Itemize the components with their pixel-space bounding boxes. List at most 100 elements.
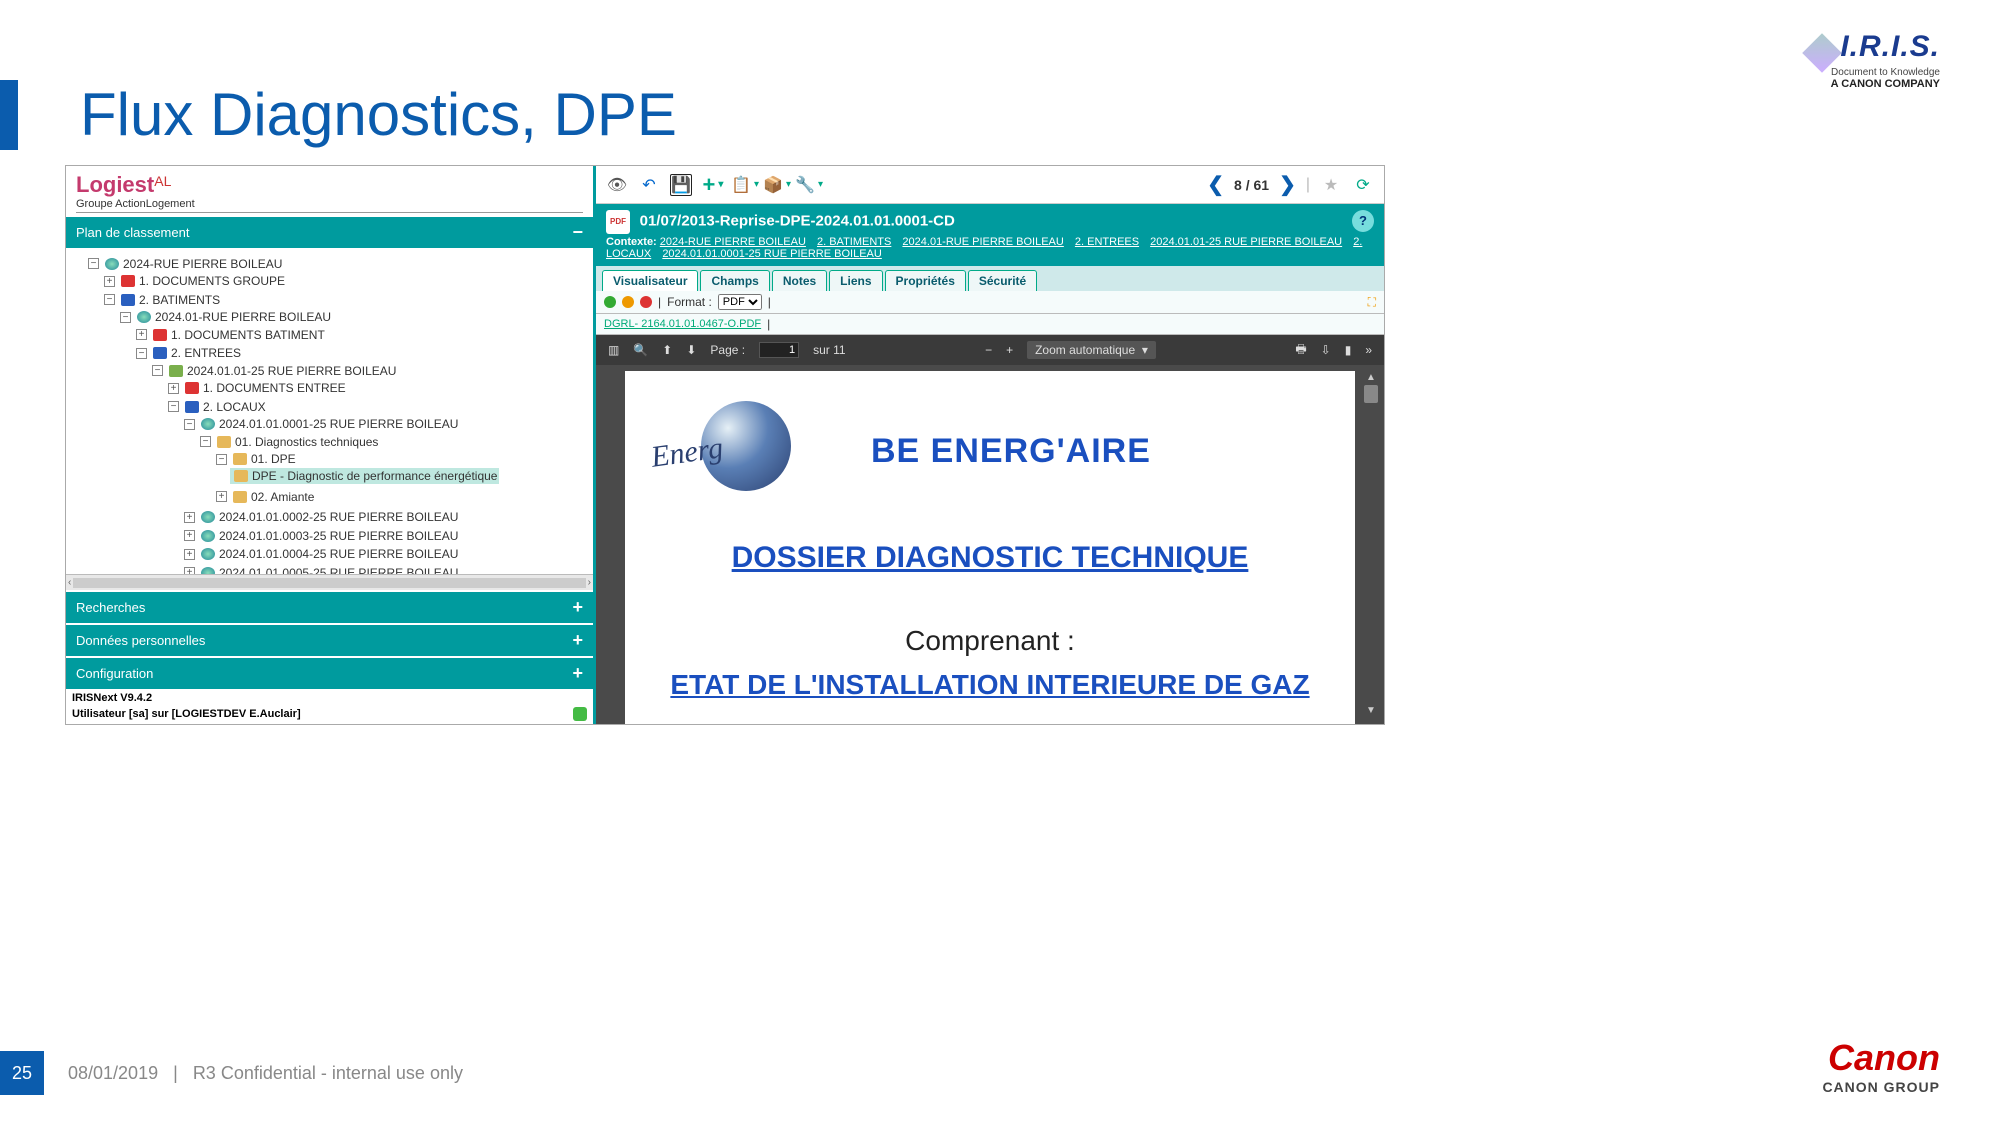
tree-node[interactable]: 2024.01.01.0005-25 RUE PIERRE BOILEAU — [219, 566, 458, 575]
add-button[interactable]: + — [702, 174, 724, 196]
tab-proprietes[interactable]: Propriétés — [885, 270, 966, 291]
breadcrumb[interactable]: 2024.01.01-25 RUE PIERRE BOILEAU — [1150, 236, 1342, 248]
doc-text: Comprenant : — [661, 625, 1319, 657]
zoom-select[interactable]: Zoom automatique ▾ — [1027, 341, 1156, 359]
tree-node[interactable]: 2024.01-RUE PIERRE BOILEAU — [155, 310, 331, 324]
expand-icon[interactable]: + — [572, 663, 583, 684]
clipboard-icon[interactable]: 📋 — [734, 174, 756, 196]
folder-icon — [234, 470, 248, 482]
star-icon[interactable]: ★ — [1320, 174, 1342, 196]
slide-number: 25 — [0, 1051, 44, 1095]
sound-icon[interactable] — [573, 707, 587, 721]
tab-bar: Visualisateur Champs Notes Liens Proprié… — [596, 266, 1384, 291]
breadcrumb[interactable]: 2024.01-RUE PIERRE BOILEAU — [902, 236, 1063, 248]
tree-toggle[interactable]: − — [88, 258, 99, 269]
doc-title: 01/07/2013-Reprise-DPE-2024.01.01.0001-C… — [640, 212, 955, 229]
slide-footer: 25 08/01/2019 | R3 Confidential - intern… — [0, 1051, 2000, 1095]
save-icon[interactable]: 💾 — [670, 174, 692, 196]
tree-node[interactable]: 2. LOCAUX — [203, 400, 266, 414]
page-up-icon[interactable]: ⬆ — [662, 343, 672, 357]
collapse-icon[interactable]: − — [572, 222, 583, 243]
folder-icon — [153, 329, 167, 341]
expand-icon[interactable]: + — [572, 630, 583, 651]
prev-button[interactable]: ❮ — [1207, 172, 1224, 197]
status-dot[interactable] — [622, 296, 634, 308]
print-icon[interactable]: 🖶 — [1295, 340, 1306, 361]
tab-champs[interactable]: Champs — [700, 270, 769, 291]
globe-icon — [201, 567, 215, 575]
pager: 8 / 61 — [1234, 177, 1269, 193]
tree[interactable]: −2024-RUE PIERRE BOILEAU +1. DOCUMENTS G… — [66, 248, 593, 574]
format-select[interactable]: PDF — [718, 294, 762, 310]
tab-liens[interactable]: Liens — [829, 270, 882, 291]
horizontal-scrollbar[interactable]: ‹› — [66, 574, 593, 590]
file-link[interactable]: DGRL- 2164.01.01.0467-O.PDF — [604, 318, 761, 330]
wrench-icon[interactable]: 🔧 — [798, 174, 820, 196]
search-icon[interactable]: 🔍 — [633, 343, 648, 357]
iris-logo: I.R.I.S. Document to Knowledge A CANON C… — [1808, 30, 1940, 90]
title-accent-bar — [0, 80, 18, 150]
panel-label: Données personnelles — [76, 633, 205, 648]
tree-node[interactable]: 2024-RUE PIERRE BOILEAU — [123, 257, 282, 271]
tree-node[interactable]: 1. DOCUMENTS BATIMENT — [171, 328, 325, 342]
page-input[interactable] — [759, 342, 799, 358]
more-icon[interactable]: » — [1365, 343, 1372, 357]
tree-node[interactable]: 02. Amiante — [251, 490, 314, 504]
zoom-out-icon[interactable]: − — [985, 343, 992, 357]
expand-icon[interactable]: ⛶ — [1368, 295, 1376, 310]
tree-node[interactable]: 01. Diagnostics techniques — [235, 435, 378, 449]
doc-heading: BE ENERG'AIRE — [871, 432, 1151, 471]
expand-icon[interactable]: + — [572, 597, 583, 618]
panel-label: Configuration — [76, 666, 153, 681]
undo-icon[interactable]: ↶ — [638, 174, 660, 196]
panel-recherches[interactable]: Recherches + — [66, 592, 593, 623]
breadcrumb[interactable]: 2024-RUE PIERRE BOILEAU — [660, 236, 806, 248]
user-label: Utilisateur [sa] sur [LOGIESTDEV E.Aucla… — [72, 708, 301, 720]
breadcrumb[interactable]: 2. ENTREES — [1075, 236, 1139, 248]
tab-notes[interactable]: Notes — [772, 270, 827, 291]
tree-node[interactable]: 2. BATIMENTS — [139, 293, 220, 307]
folder-icon — [217, 436, 231, 448]
panel-donnees[interactable]: Données personnelles + — [66, 625, 593, 656]
tree-node-selected[interactable]: DPE - Diagnostic de performance énergéti… — [230, 468, 499, 484]
folder-icon — [185, 401, 199, 413]
tree-node[interactable]: 2024.01.01.0004-25 RUE PIERRE BOILEAU — [219, 547, 458, 561]
bookmark-icon[interactable]: ▮ — [1345, 343, 1352, 357]
tab-securite[interactable]: Sécurité — [968, 270, 1037, 291]
panel-plan[interactable]: Plan de classement − — [66, 217, 593, 248]
globe-icon — [201, 418, 215, 430]
tree-node[interactable]: 2024.01.01.0002-25 RUE PIERRE BOILEAU — [219, 510, 458, 524]
tree-node[interactable]: 2024.01.01-25 RUE PIERRE BOILEAU — [187, 364, 396, 378]
panel-label: Recherches — [76, 600, 145, 615]
globe-icon — [201, 530, 215, 542]
tab-visualisateur[interactable]: Visualisateur — [602, 270, 698, 291]
panel-config[interactable]: Configuration + — [66, 658, 593, 689]
refresh-icon[interactable]: ⟳ — [1352, 174, 1374, 196]
sidebar-toggle-icon[interactable]: ▥ — [608, 343, 619, 357]
tree-node[interactable]: 1. DOCUMENTS ENTREE — [203, 381, 346, 395]
package-icon[interactable]: 📦 — [766, 174, 788, 196]
folder-icon — [121, 275, 135, 287]
download-icon[interactable]: ⇩ — [1321, 343, 1331, 357]
page-down-icon[interactable]: ⬇ — [686, 343, 696, 357]
next-button[interactable]: ❯ — [1279, 172, 1296, 197]
status-dot[interactable] — [640, 296, 652, 308]
pdf-viewport[interactable]: Energ BE ENERG'AIRE DOSSIER DIAGNOSTIC T… — [596, 365, 1384, 724]
left-pane: LogiestAL Groupe ActionLogement Plan de … — [66, 166, 596, 724]
energ-logo: Energ — [661, 401, 831, 501]
help-icon[interactable]: ? — [1352, 210, 1374, 232]
breadcrumb[interactable]: 2024.01.01.0001-25 RUE PIERRE BOILEAU — [662, 248, 882, 260]
tree-node[interactable]: 1. DOCUMENTS GROUPE — [139, 274, 285, 288]
tree-node[interactable]: 2. ENTREES — [171, 346, 241, 360]
vertical-scrollbar[interactable]: ▲ ▼ — [1364, 371, 1378, 718]
status-dot[interactable] — [604, 296, 616, 308]
tree-node[interactable]: 01. DPE — [251, 452, 296, 466]
context-label: Contexte: — [606, 236, 657, 248]
eye-icon[interactable]: 👁 — [606, 174, 628, 196]
folder-icon — [185, 382, 199, 394]
tree-node[interactable]: 2024.01.01.0001-25 RUE PIERRE BOILEAU — [219, 417, 458, 431]
panel-plan-label: Plan de classement — [76, 225, 189, 240]
tree-node[interactable]: 2024.01.01.0003-25 RUE PIERRE BOILEAU — [219, 529, 458, 543]
zoom-in-icon[interactable]: + — [1006, 343, 1013, 357]
breadcrumb[interactable]: 2. BATIMENTS — [817, 236, 891, 248]
